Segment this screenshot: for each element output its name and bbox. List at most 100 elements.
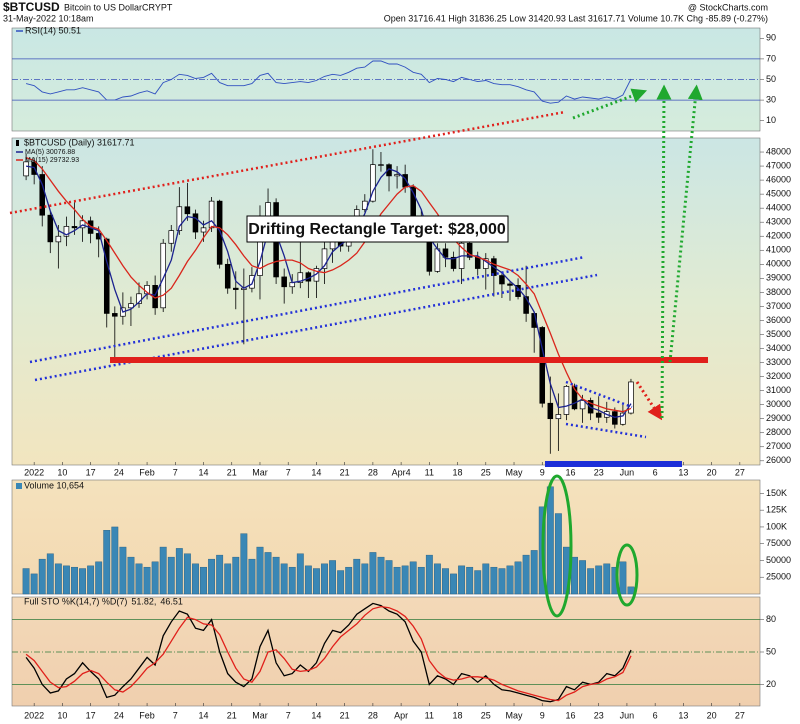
candle-body	[200, 227, 207, 233]
candle-body	[128, 303, 134, 309]
x-tick-label: 17	[86, 710, 96, 720]
legend-title: Volume 10,654	[24, 480, 84, 490]
volume-bar	[224, 563, 232, 595]
y-tick-label: 50000	[766, 555, 791, 565]
legend-entry: RSI(14) 50.51	[25, 25, 81, 35]
x-tick-label: 14	[199, 467, 209, 477]
x-tick-label: 23	[594, 467, 604, 477]
x-tick-label: 16	[565, 467, 575, 477]
drawings: Drifting Rectangle Target: $28,000	[9, 84, 708, 618]
arrow	[572, 88, 648, 120]
candle-body	[176, 206, 183, 231]
x-tick-label: 21	[340, 467, 350, 477]
candle-body	[595, 412, 602, 418]
candle-body	[442, 248, 449, 258]
candle-body	[160, 242, 166, 309]
volume-bar	[151, 561, 159, 595]
x-tick-label: 11	[425, 710, 434, 720]
trendline	[9, 110, 566, 215]
volume-bar	[38, 558, 46, 595]
y-tick-label: 39000	[766, 273, 791, 283]
legend-swatch	[16, 140, 19, 146]
x-tick-label: 18	[453, 710, 463, 720]
candle-body	[297, 272, 304, 283]
series-line	[25, 165, 632, 418]
candle-body	[378, 164, 384, 166]
x-tick-label: 20	[707, 710, 717, 720]
candle-body	[224, 263, 231, 289]
volume-bar	[603, 563, 611, 595]
y-tick-label: 150K	[766, 488, 787, 498]
volume-bar	[175, 548, 183, 595]
candle-body	[112, 313, 118, 317]
volume-bar	[401, 565, 409, 595]
x-tick-label: 28	[368, 710, 378, 720]
volume-bar	[385, 560, 393, 595]
candle-body	[103, 238, 110, 314]
highlight-ellipse	[541, 474, 573, 618]
candle-body	[192, 213, 199, 233]
volume-bar	[514, 561, 522, 595]
volume-bar	[54, 563, 62, 595]
x-tick-label: 11	[425, 467, 434, 477]
y-tick-label: 50	[766, 74, 776, 84]
y-tick-label: 125K	[766, 505, 787, 515]
x-tick-label: 28	[368, 467, 378, 477]
legend-title: $BTCUSD (Daily) 31617.71	[24, 137, 135, 147]
y-tick-label: 90	[766, 33, 776, 43]
wedge-line	[565, 380, 633, 409]
x-tick-label: 27	[735, 467, 745, 477]
x-tick-label: 14	[311, 467, 321, 477]
symbol-name: Bitcoin to US Dollar	[64, 2, 142, 12]
legend-entry: 46.51	[160, 596, 183, 606]
candle-body	[55, 235, 62, 243]
volume-bar	[498, 568, 506, 595]
series-line	[25, 605, 632, 702]
arrow	[635, 381, 663, 421]
volume-bar	[313, 568, 320, 595]
panel-backgrounds	[11, 27, 761, 707]
volume-bar	[22, 568, 30, 595]
candle-body	[474, 256, 481, 269]
legend-title: Full STO %K(14,7) %D(7)	[24, 596, 127, 606]
channel-line	[29, 255, 586, 364]
x-tick-label: 23	[594, 710, 604, 720]
volume-bar	[272, 556, 280, 595]
y-tick-label: 41000	[766, 245, 791, 255]
x-tick-label: 13	[678, 710, 688, 720]
annotation-box	[246, 215, 509, 243]
candle-body	[63, 226, 70, 237]
volume-bar	[425, 554, 433, 595]
candle-body	[620, 412, 626, 425]
volume-bar	[167, 556, 175, 595]
x-tick-label: 6	[653, 467, 658, 477]
volume-bar	[571, 556, 578, 595]
y-tick-label: 45000	[766, 189, 791, 199]
y-tick-label: 20	[766, 679, 776, 689]
candle-body	[321, 248, 328, 269]
volume-bar	[522, 554, 530, 595]
volume-bar	[458, 565, 466, 595]
volume-bar	[466, 566, 474, 595]
volume-bar	[546, 486, 554, 595]
series-line	[25, 60, 632, 104]
candle-body	[184, 206, 191, 215]
candle-body	[434, 248, 441, 272]
x-tick-label: 27	[735, 710, 745, 720]
candle-body	[71, 226, 78, 229]
volume-bar	[393, 566, 401, 595]
volume-bar	[554, 513, 562, 595]
y-tick-label: 43000	[766, 217, 791, 227]
volume-bar	[442, 568, 449, 595]
volume-bar	[183, 553, 191, 595]
series-line	[25, 156, 632, 413]
y-tick-label: 30000	[766, 399, 791, 409]
y-tick-label: 70	[766, 53, 776, 63]
volume-bar	[353, 558, 361, 595]
volume-bar	[127, 556, 135, 595]
x-tick-label: Feb	[139, 467, 155, 477]
y-tick-label: 36000	[766, 315, 791, 325]
volume-bar	[337, 570, 345, 595]
x-tick-label: Mar	[252, 710, 268, 720]
x-tick-label: Mar	[252, 467, 268, 477]
